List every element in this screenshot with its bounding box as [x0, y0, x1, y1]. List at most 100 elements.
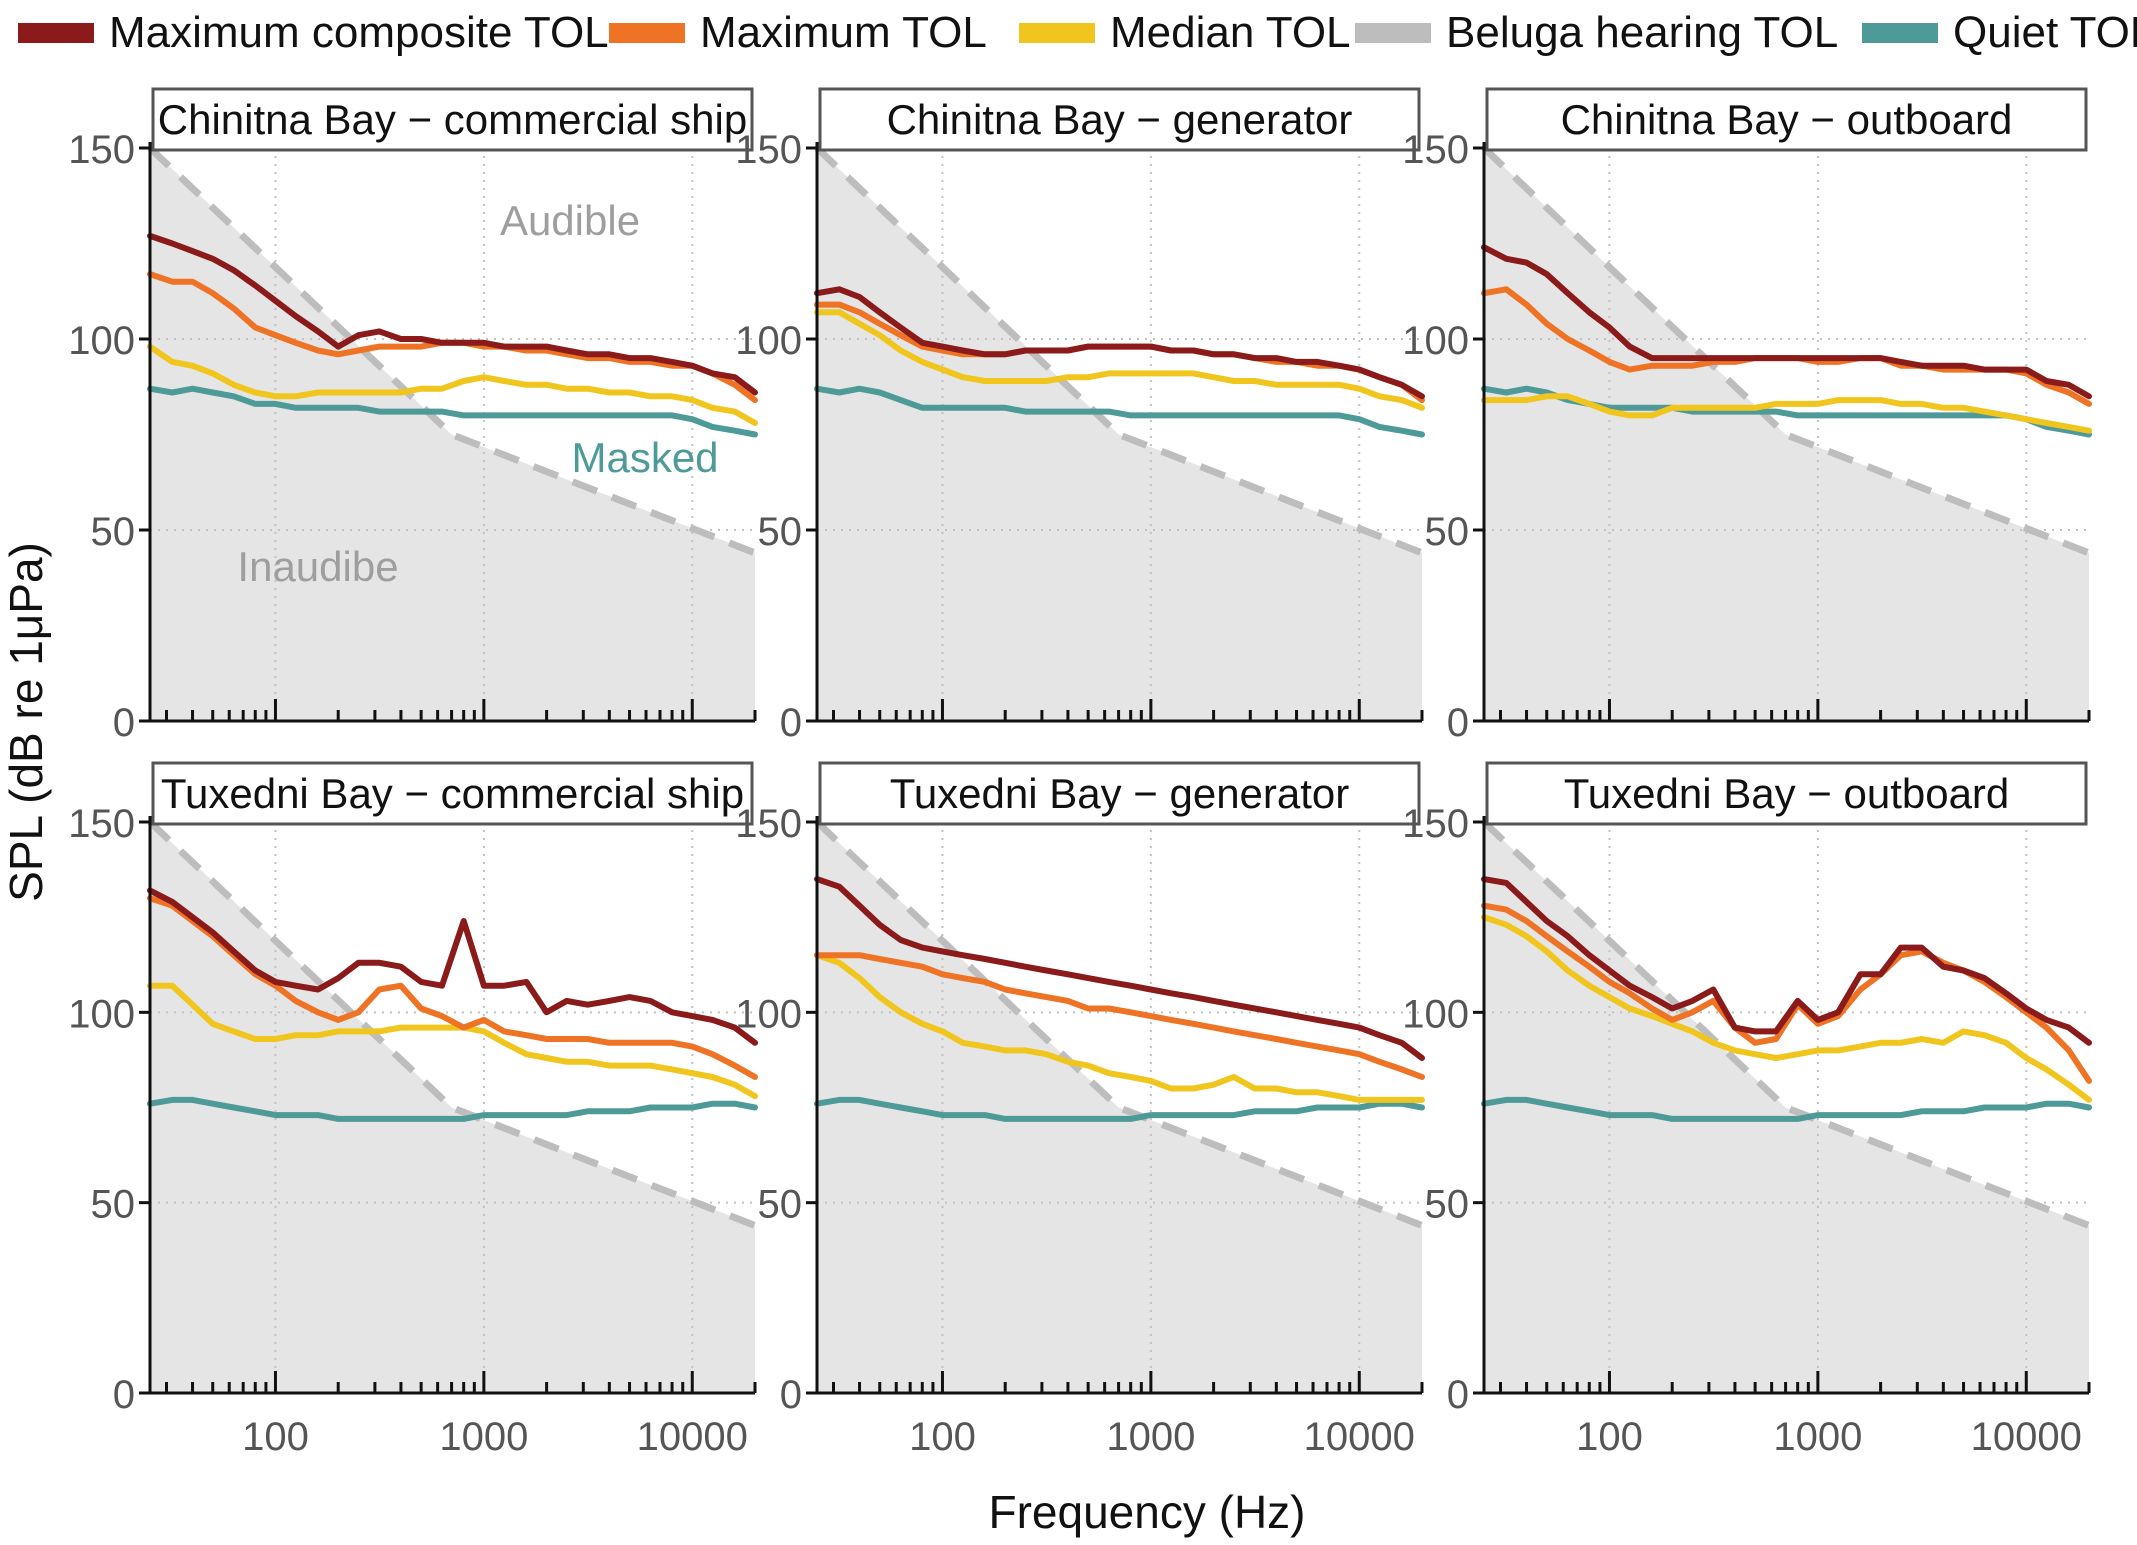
panel-3: 0 50 100 150 100 1000 10000 Tuxedni Bay − comme…	[68, 761, 758, 1459]
panel-title: Tuxedni Bay − generator	[890, 770, 1350, 817]
panel-title-box	[1485, 87, 2088, 152]
x-tick-label: 1000	[1106, 1415, 1195, 1459]
inaudible-region	[817, 822, 1422, 1393]
inaudible-region	[150, 148, 755, 721]
y-tick-label: 50	[91, 510, 136, 554]
y-tick-label: 100	[68, 992, 135, 1036]
series-line-maxcomp	[814, 876, 1425, 1061]
beluga-hearing-line	[1481, 145, 2091, 557]
y-tick-label: 100	[1402, 992, 1469, 1036]
beluga-hearing-line	[147, 819, 757, 1229]
beluga-hearing-line	[1481, 819, 2091, 1229]
y-tick-label: 0	[1447, 701, 1469, 745]
y-tick-label: 0	[1447, 1373, 1469, 1417]
series-line-maxcomp	[147, 887, 758, 1046]
legend-swatch-maxcomp	[18, 23, 94, 43]
series-line-median	[147, 343, 758, 426]
panel-title-box	[818, 87, 1421, 152]
y-tick-label: 0	[780, 701, 802, 745]
y-tick-label: 150	[68, 802, 135, 846]
legend-label-maxcomp: Maximum composite TOL	[109, 8, 609, 57]
series-line-maxcomp	[1481, 244, 2092, 400]
y-tick-label: 150	[1402, 802, 1469, 846]
y-axis-label: SPL (dB re 1μPa)	[0, 542, 52, 902]
y-tick-label: 0	[780, 1373, 802, 1417]
x-tick-label: 10000	[637, 1415, 748, 1459]
legend-label-beluga: Beluga hearing TOL	[1446, 8, 1838, 57]
series-line-maxcomp	[814, 286, 1425, 400]
series-line-quiet	[147, 1096, 758, 1122]
y-tick-label: 100	[735, 319, 802, 363]
legend-item-quiet: Quiet TOL	[1862, 8, 2137, 57]
series-line-maxcomp	[147, 232, 758, 396]
series-line-max	[814, 952, 1425, 1080]
panel-4: 0 50 100 150 100 1000 10000 Tuxedni Bay − gener…	[735, 761, 1425, 1459]
y-tick-label: 100	[1402, 319, 1469, 363]
y-tick-label: 150	[735, 128, 802, 172]
legend-label-quiet: Quiet TOL	[1953, 8, 2137, 57]
legend-swatch-beluga	[1355, 23, 1431, 43]
panel-5: 0 50 100 150 100 1000 10000 Tuxedni Bay − outbo…	[1402, 761, 2092, 1459]
series-line-maxcomp	[1481, 876, 2092, 1046]
legend: Maximum composite TOL Maximum TOL Median T…	[18, 8, 2137, 57]
y-tick-label: 50	[758, 1183, 803, 1227]
panel-title: Tuxedni Bay − outboard	[1564, 770, 2010, 817]
panel-2: 0 50 100 150 Chinitna Bay − outboard	[1402, 87, 2092, 745]
x-tick-label: 100	[1576, 1415, 1643, 1459]
legend-item-beluga: Beluga hearing TOL	[1355, 8, 1838, 57]
inaudible-region	[1484, 148, 2089, 721]
x-tick-label: 10000	[1304, 1415, 1415, 1459]
panel-0: 0 50 100 150 Chinitna Bay − commercial ship A…	[68, 87, 758, 745]
x-tick-label: 1000	[1773, 1415, 1862, 1459]
legend-label-median: Median TOL	[1110, 8, 1351, 57]
series-line-quiet	[814, 385, 1425, 438]
series-line-quiet	[147, 385, 758, 438]
legend-swatch-quiet	[1862, 23, 1938, 43]
y-tick-label: 50	[1425, 510, 1470, 554]
y-tick-label: 150	[1402, 128, 1469, 172]
panel-1: 0 50 100 150 Chinitna Bay − generator	[735, 87, 1425, 745]
panel-title-box	[151, 761, 754, 826]
inaudible-region	[817, 148, 1422, 721]
annotation-audible: Audible	[500, 197, 640, 244]
series-line-median	[1481, 914, 2092, 1103]
legend-label-max: Maximum TOL	[700, 8, 987, 57]
y-tick-label: 0	[113, 701, 135, 745]
y-tick-label: 150	[735, 802, 802, 846]
x-tick-label: 1000	[439, 1415, 528, 1459]
panel-title: Chinitna Bay − outboard	[1561, 96, 2013, 143]
annotation-inaudible: Inaudibe	[237, 543, 398, 590]
panel-title: Chinitna Bay − commercial ship	[158, 96, 747, 143]
panel-title-box	[151, 87, 754, 152]
legend-swatch-median	[1019, 23, 1095, 43]
panel-title-box	[818, 761, 1421, 826]
series-line-max	[1481, 902, 2092, 1084]
x-tick-label: 100	[242, 1415, 309, 1459]
inaudible-region	[150, 822, 755, 1393]
legend-item-max: Maximum TOL	[609, 8, 987, 57]
y-tick-label: 50	[91, 1183, 136, 1227]
y-tick-label: 100	[735, 992, 802, 1036]
series-line-median	[814, 952, 1425, 1103]
beluga-hearing-line	[814, 145, 1424, 557]
series-line-median	[814, 309, 1425, 411]
panel-title: Chinitna Bay − generator	[887, 96, 1353, 143]
legend-item-maxcomp: Maximum composite TOL	[18, 8, 609, 57]
y-tick-label: 0	[113, 1373, 135, 1417]
x-tick-label: 100	[909, 1415, 976, 1459]
x-axis-label: Frequency (Hz)	[989, 1486, 1306, 1538]
series-line-median	[147, 982, 758, 1100]
series-line-quiet	[1481, 1096, 2092, 1122]
annotation-masked: Masked	[571, 434, 718, 481]
panel-title-box	[1485, 761, 2088, 826]
series-line-median	[1481, 393, 2092, 434]
panel-title: Tuxedni Bay − commercial ship	[161, 770, 744, 817]
series-line-quiet	[814, 1096, 1425, 1122]
y-tick-label: 150	[68, 128, 135, 172]
x-tick-label: 10000	[1971, 1415, 2082, 1459]
legend-item-median: Median TOL	[1019, 8, 1351, 57]
y-tick-label: 50	[758, 510, 803, 554]
legend-swatch-max	[609, 23, 685, 43]
